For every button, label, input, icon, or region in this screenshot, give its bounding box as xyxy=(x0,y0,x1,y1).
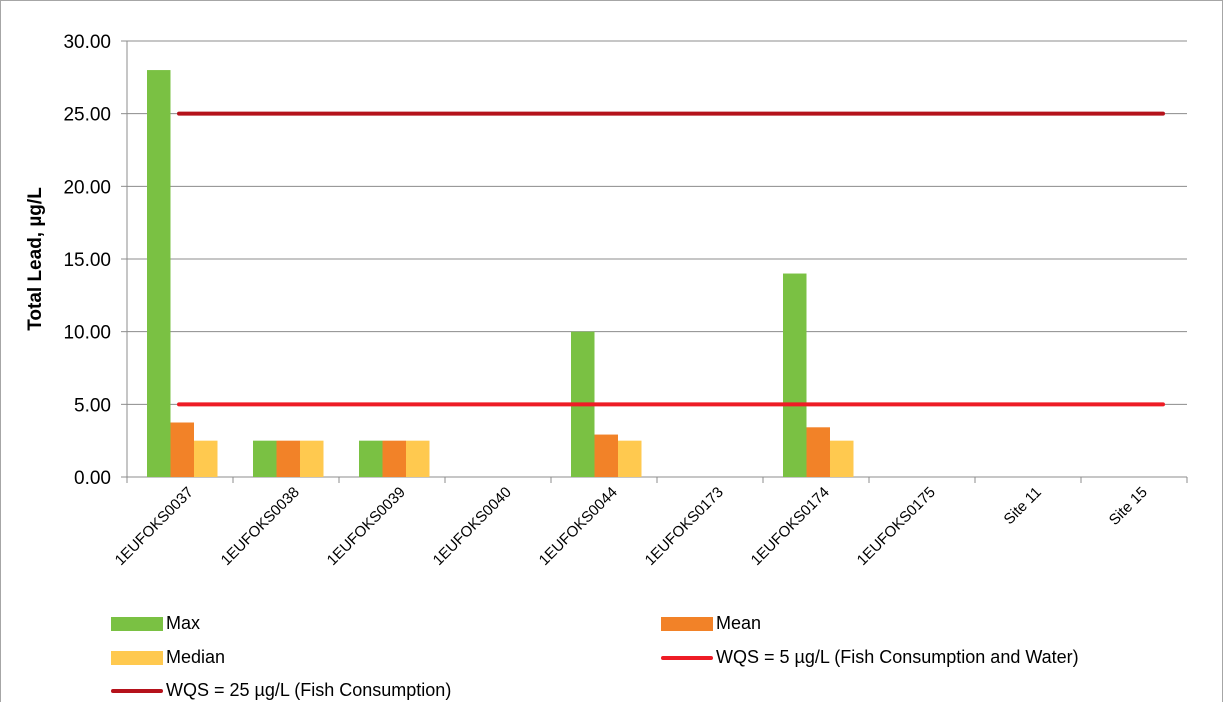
bar-mean xyxy=(170,422,194,477)
y-axis-label: Total Lead, µg/L xyxy=(25,187,46,331)
bar-median xyxy=(194,440,218,477)
x-tick-label: 1EUFOKS0038 xyxy=(218,484,303,569)
bar-median xyxy=(830,440,854,477)
legend-line-wqs-5 xyxy=(661,655,713,660)
x-tick-label: 1EUFOKS0175 xyxy=(854,484,939,569)
y-tick-label: 25.00 xyxy=(63,105,111,126)
x-tick-label: 1EUFOKS0037 xyxy=(112,484,197,569)
y-tick-label: 0.00 xyxy=(74,468,111,489)
legend-label-wqs-25: WQS = 25 µg/L (Fish Consumption) xyxy=(166,680,452,700)
legend-label-mean: Mean xyxy=(716,613,762,633)
bar-mean xyxy=(382,440,406,477)
bar-max xyxy=(147,70,171,478)
bar-median xyxy=(300,440,324,477)
x-tick-label: Site 15 xyxy=(1106,484,1151,529)
x-tick-label: 1EUFOKS0039 xyxy=(324,484,409,569)
y-tick-label: 20.00 xyxy=(63,177,111,198)
x-tick-label: 1EUFOKS0173 xyxy=(642,484,727,569)
legend-label-max: Max xyxy=(166,613,201,633)
legend-item-median: Median xyxy=(111,647,225,668)
y-tick-label: 15.00 xyxy=(63,250,111,271)
bar-max xyxy=(783,273,807,477)
bar-mean xyxy=(594,434,618,477)
bar-max xyxy=(253,440,277,477)
legend-label-wqs-5: WQS = 5 µg/L (Fish Consumption and Water… xyxy=(716,647,1079,667)
x-tick-label: 1EUFOKS0174 xyxy=(748,484,833,569)
x-tick-label: Site 11 xyxy=(1001,484,1045,528)
y-tick-label: 30.00 xyxy=(63,32,111,53)
bar-median xyxy=(406,440,430,477)
legend-item-mean: Mean xyxy=(661,613,761,634)
legend-swatch-max xyxy=(111,616,163,631)
y-tick-label: 10.00 xyxy=(63,323,111,344)
bar-mean xyxy=(806,427,830,477)
y-tick-label: 5.00 xyxy=(74,395,111,416)
x-tick-label: 1EUFOKS0044 xyxy=(536,484,621,569)
x-tick-label: 1EUFOKS0040 xyxy=(430,484,515,569)
bar-median xyxy=(618,440,642,477)
legend-swatch-mean xyxy=(661,616,713,631)
legend-label-median: Median xyxy=(166,647,226,667)
legend-item-wqs-5: WQS = 5 µg/L (Fish Consumption and Water… xyxy=(661,647,1079,668)
legend-item-wqs-25: WQS = 25 µg/L (Fish Consumption) xyxy=(111,680,451,701)
legend-swatch-median xyxy=(111,650,163,665)
legend-line-wqs-25 xyxy=(111,688,163,693)
legend-item-max: Max xyxy=(111,613,200,634)
bar-mean xyxy=(276,440,300,477)
bar-max xyxy=(359,440,383,477)
